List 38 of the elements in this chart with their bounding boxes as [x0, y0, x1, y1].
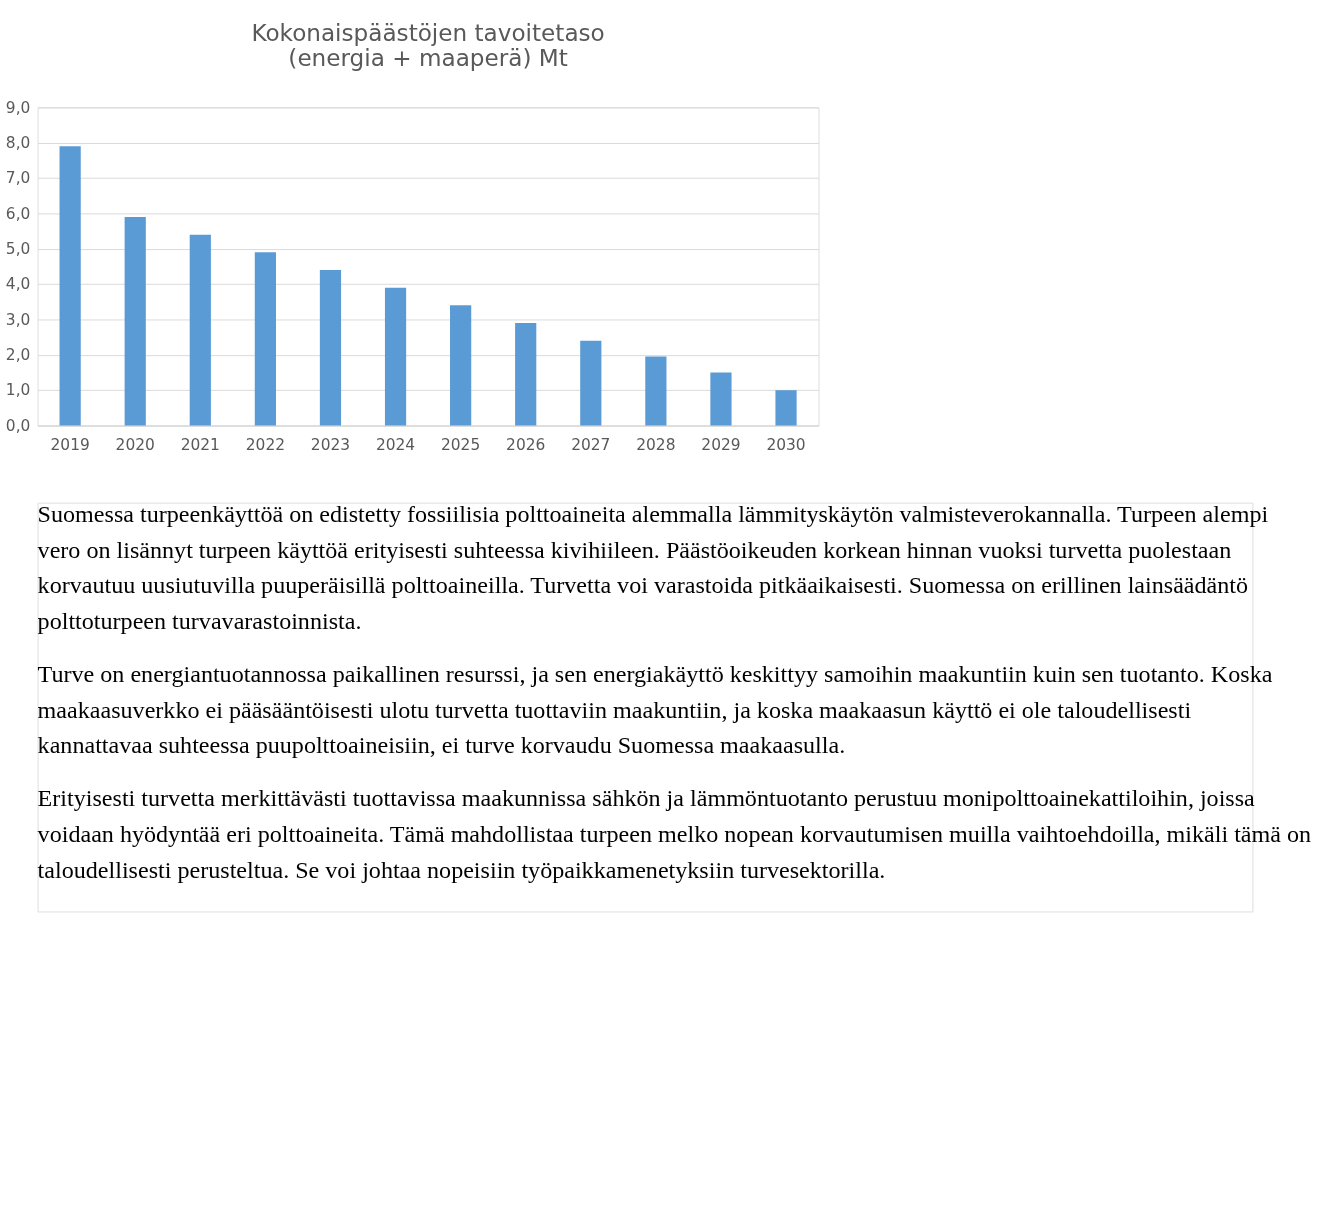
y-tick-label: 8,0: [5, 134, 31, 153]
bar: [319, 269, 342, 426]
bar: [124, 216, 146, 426]
x-tick-label: 2024: [375, 436, 416, 455]
x-tick-label: 2028: [636, 436, 676, 455]
y-tick-label: 1,0: [5, 381, 31, 400]
bar: [450, 305, 472, 426]
bar: [59, 146, 81, 426]
x-tick-label: 2023: [310, 436, 351, 455]
x-tick-label: 2020: [115, 436, 155, 455]
bar: [775, 390, 797, 426]
x-tick-label: 2029: [701, 436, 741, 455]
bar: [645, 356, 667, 426]
text: Turve on energiantuotannossa paikallinen resurssi, ja sen energiakäyttö keskittyy samoihin maakuntiin kuin sen tuotanto. Koska maakaasuverkko ei pääsääntöisesti ulotu turvetta tuottaviin maakuntiin, ja koska maakaasun käyttö ei ole taloudellisesti kannattavaa suhteessa puupolttoaineisiin, ei turve korvaudu Suomessa maakaasulla.: [37, 661, 1273, 759]
y-tick-label: 0,0: [5, 416, 31, 435]
x-tick-label: 2022: [245, 436, 285, 455]
bar: [710, 372, 732, 426]
y-tick-label: 9,0: [5, 98, 31, 117]
bar: [515, 323, 537, 426]
x-tick-label: 2030: [766, 436, 806, 455]
y-tick-label: 7,0: [5, 169, 31, 188]
y-tick-label: 6,0: [5, 204, 31, 223]
y-tick-label: 4,0: [5, 275, 31, 294]
y-tick-label: 3,0: [5, 310, 31, 329]
x-tick-label: 2025: [441, 436, 481, 455]
x-tick-label: 2021: [180, 436, 220, 455]
chart-title: Kokonaispäästöjen tavoitetaso (energia + maaperä) Mt: [251, 19, 605, 71]
bar: [580, 340, 602, 426]
x-tick-label: 2019: [50, 436, 90, 455]
y-tick-label: 2,0: [5, 346, 31, 365]
bar: [189, 234, 211, 426]
bar: [384, 287, 407, 426]
text: Suomessa turpeenkäyttöä on edistetty fossiilisia polttoaineita alemmalla lämmityskäytön valmisteverokannalla. Turpeen alempi vero on lisännyt turpeen käyttöä erityisesti suhteessa kivihiileen. Päästöoikeuden korkean hinnan vuoksi turvetta puolestaan korvautuu uusiutuvilla puuperäisillä polttoaineilla. Turvetta voi varastoida pitkäaikaisesti. Suomessa on erillinen lainsäädäntö polttoturpeen turvavarastoinnista.: [37, 500, 1269, 634]
bar: [254, 252, 276, 426]
x-tick-label: 2027: [571, 436, 611, 455]
x-tick-label: 2026: [506, 436, 546, 455]
text: Erityisesti turvetta merkittävästi tuottavissa maakunnissa sähkön ja lämmöntuotanto perustuu monipolttoainekattiloihin, joissa voidaan hyödyntää eri polttoaineita. Tämä mahdollistaa turpeen melko nopean korvautumisen muilla vaihtoehdoilla, mikäli tämä on taloudellisesti perusteltua. Se voi johtaa nopeisiin työpaikkamenetyksiin turvesektorilla.: [37, 785, 1312, 883]
y-tick-label: 5,0: [5, 240, 31, 259]
